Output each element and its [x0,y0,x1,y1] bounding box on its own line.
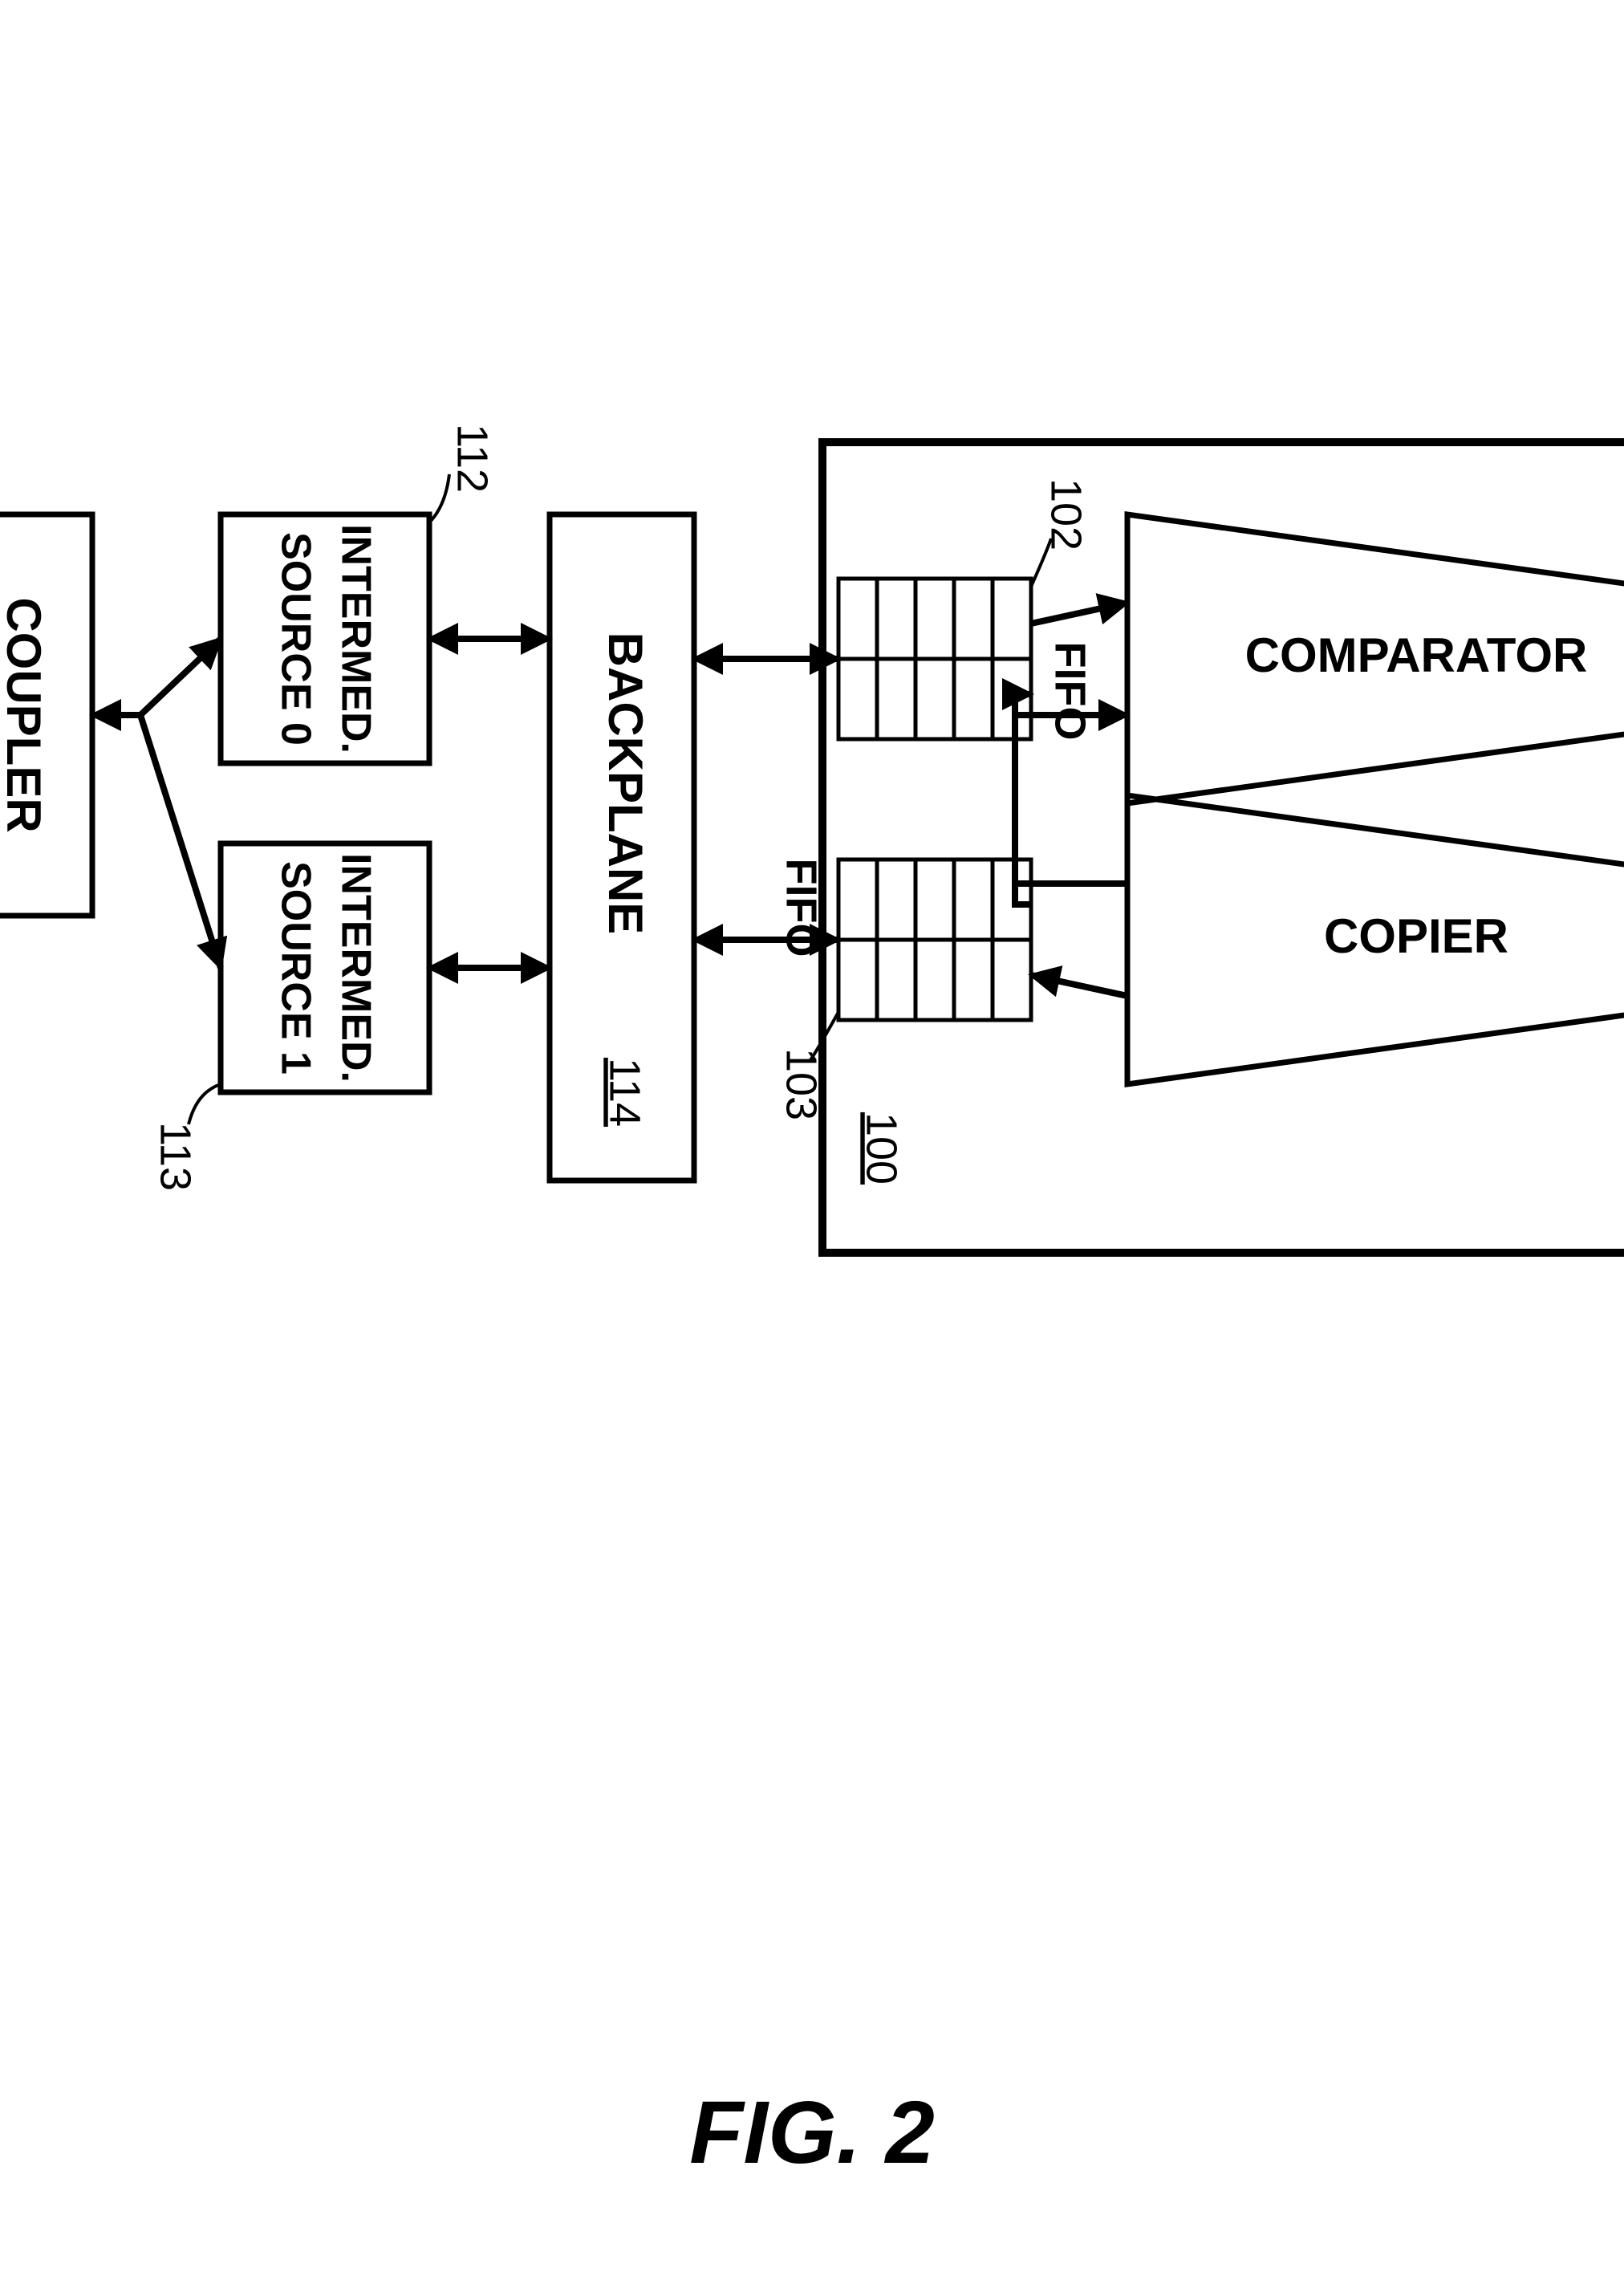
ref-intermed1: 113 [152,1122,200,1191]
ref-intermed0: 112 [449,424,497,493]
ref-backplane: 114 [601,1058,649,1127]
fifo-top-label: FIFO [1046,642,1094,741]
intermed0-label1: INTERMED. [332,524,379,754]
figure-label: FIG. 2 [689,2083,935,2182]
intermed1-label1: INTERMED. [332,853,379,1083]
backplane-label: BACKPLANE [599,632,652,935]
ref-main-block: 100 [858,1112,906,1185]
coupler-label: COUPLER [0,597,51,832]
ref-fifo-bot: 103 [777,1048,826,1120]
intermed0-label2: SOURCE 0 [272,532,319,746]
copier-label: COPIER [1324,909,1508,963]
intermed1-label2: SOURCE 1 [272,861,319,1075]
comparator-label: COMPARATOR [1245,628,1588,682]
